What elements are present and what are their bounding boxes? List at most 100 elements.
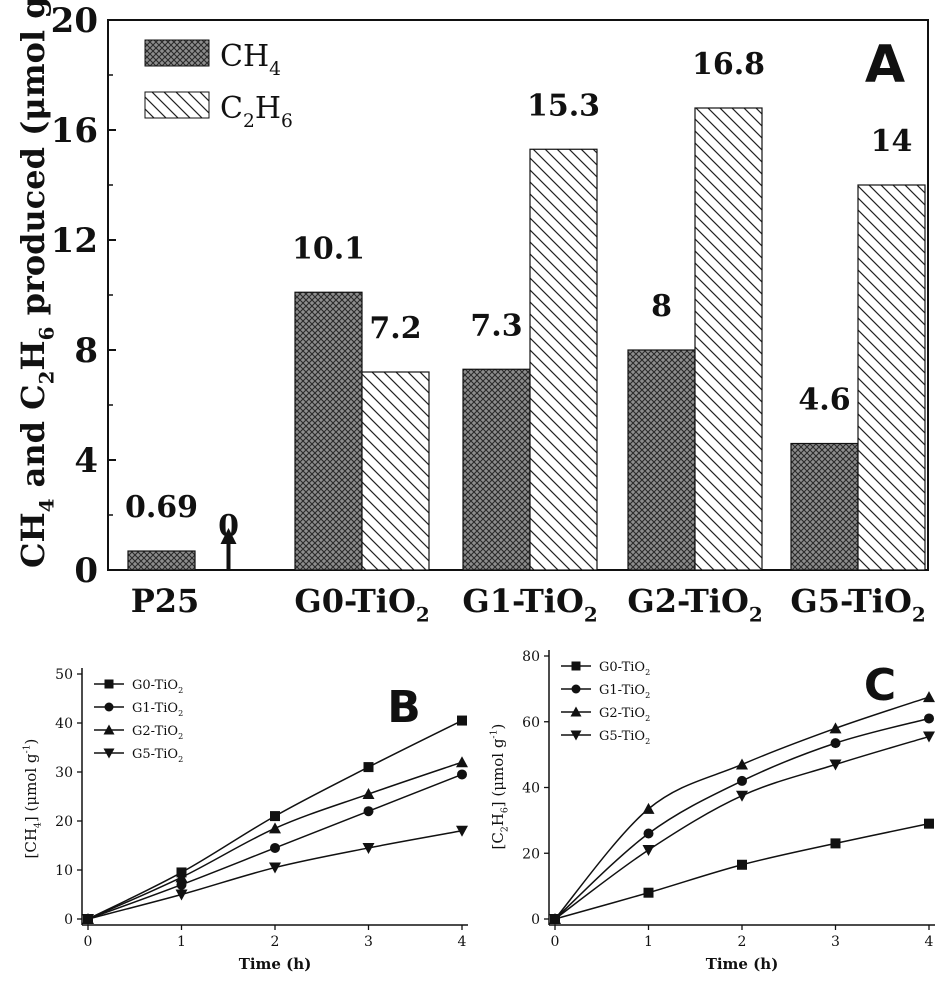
marker-triangle-down (456, 825, 468, 837)
y-tick-label: 30 (55, 765, 73, 781)
y-tick-label: 20 (51, 1, 98, 41)
x-tick-label: 1 (644, 934, 653, 950)
marker-triangle-down (923, 731, 935, 743)
y-tick-label: 20 (522, 846, 540, 862)
x-tick-label: 0 (84, 934, 93, 950)
marker-square (457, 715, 467, 726)
y-tick-label: 16 (51, 111, 98, 151)
legend-label: G2-TiO2 (132, 724, 183, 741)
x-tick-label: 1 (177, 934, 186, 950)
x-tick-label: 2 (738, 934, 747, 950)
panel-label: A (865, 35, 905, 95)
zero-arrow-head (220, 528, 237, 544)
bar-ch4 (462, 368, 531, 571)
y-axis-label: [C2H6] (μmol g-1) (489, 724, 511, 850)
bar-c2h6 (529, 148, 598, 571)
marker-triangle-up (103, 724, 115, 735)
bar-c2h6 (694, 107, 763, 571)
marker-square (571, 661, 581, 671)
marker-triangle-down (549, 914, 561, 925)
marker-triangle-down (570, 730, 582, 741)
bar-ch4 (294, 291, 363, 571)
y-tick-label: 4 (74, 441, 98, 481)
data-label: 0.69 (125, 490, 198, 525)
legend-label: C2H6 (220, 91, 293, 132)
legend-label: G0-TiO2 (599, 660, 650, 677)
data-label: 4.6 (798, 383, 850, 418)
y-tick-label: 0 (64, 912, 73, 928)
marker-triangle-down (269, 862, 281, 874)
marker-triangle-down (82, 914, 94, 925)
series-line-g0-tio2 (554, 822, 930, 920)
x-tick-label: G2-TiO2 (627, 582, 762, 627)
marker-circle (363, 806, 374, 817)
data-label: 16.8 (692, 47, 765, 82)
series-line-g2-tio2 (554, 696, 930, 920)
marker-square (830, 838, 841, 849)
x-tick-label: G1-TiO2 (462, 582, 597, 627)
bar-c2h6 (361, 371, 430, 571)
x-tick-label: G0-TiO2 (294, 582, 429, 627)
marker-triangle-up (175, 871, 188, 883)
marker-circle (924, 713, 934, 724)
y-tick-label: 8 (74, 331, 98, 371)
data-label: 10.1 (292, 231, 365, 266)
y-tick-label: 10 (55, 863, 73, 879)
data-label: 14 (871, 124, 913, 159)
marker-triangle-down (736, 790, 748, 802)
x-tick-label: 4 (925, 934, 934, 950)
legend-swatch (144, 39, 210, 67)
marker-triangle-down (175, 889, 188, 901)
y-tick-label: 60 (522, 715, 540, 731)
y-tick-label: 12 (51, 221, 98, 261)
legend-label: G5-TiO2 (132, 747, 183, 764)
legend-label: CH4 (220, 39, 281, 80)
legend-label: G2-TiO2 (599, 706, 650, 723)
marker-square (363, 762, 374, 773)
x-tick-label: G5-TiO2 (790, 582, 925, 627)
y-axis-label: [CH4] (μmol g-1) (22, 739, 44, 859)
data-label: 0 (218, 509, 239, 544)
series-line-g1-tio2 (554, 717, 930, 920)
marker-circle (643, 828, 654, 839)
marker-triangle-down (362, 842, 375, 854)
legend-label: G0-TiO2 (132, 678, 183, 695)
data-label: 7.3 (470, 308, 522, 343)
marker-square (643, 887, 654, 898)
x-tick-label: 4 (458, 934, 467, 950)
marker-square (924, 818, 934, 829)
marker-triangle-up (362, 788, 375, 800)
y-tick-label: 0 (74, 551, 98, 591)
x-axis-label: Time (h) (706, 955, 779, 973)
legend-label: G1-TiO2 (599, 683, 650, 700)
marker-triangle-up (456, 756, 468, 768)
marker-circle (571, 684, 581, 694)
marker-square (104, 679, 114, 689)
bar-ch4 (790, 442, 859, 571)
marker-circle (830, 738, 841, 749)
y-tick-label: 50 (55, 667, 73, 683)
marker-square (737, 859, 747, 870)
x-tick-label: 3 (831, 934, 840, 950)
panel-label: B (387, 682, 421, 733)
data-label: 8 (651, 289, 672, 324)
y-tick-label: 20 (55, 814, 73, 830)
panel-label: C (864, 660, 896, 711)
y-tick-label: 40 (55, 716, 73, 732)
y-tick-label: 40 (522, 781, 540, 797)
marker-triangle-down (103, 748, 115, 759)
panel-b-ch4-time-chart: 0 10 20 30 40 50 0 1 2 3 4 Time (h) [CH4] (μmol g-1)… (22, 667, 468, 973)
legend-swatch (144, 91, 210, 119)
x-tick-label: 2 (271, 934, 280, 950)
marker-triangle-up (829, 722, 842, 734)
marker-triangle-up (269, 822, 281, 834)
y-tick-label: 0 (531, 912, 540, 928)
data-label: 15.3 (527, 88, 600, 123)
marker-triangle-up (923, 691, 935, 703)
x-tick-label: 3 (364, 934, 373, 950)
x-tick-label: P25 (131, 582, 200, 620)
x-tick-label: 0 (551, 934, 560, 950)
marker-triangle-down (642, 844, 655, 856)
